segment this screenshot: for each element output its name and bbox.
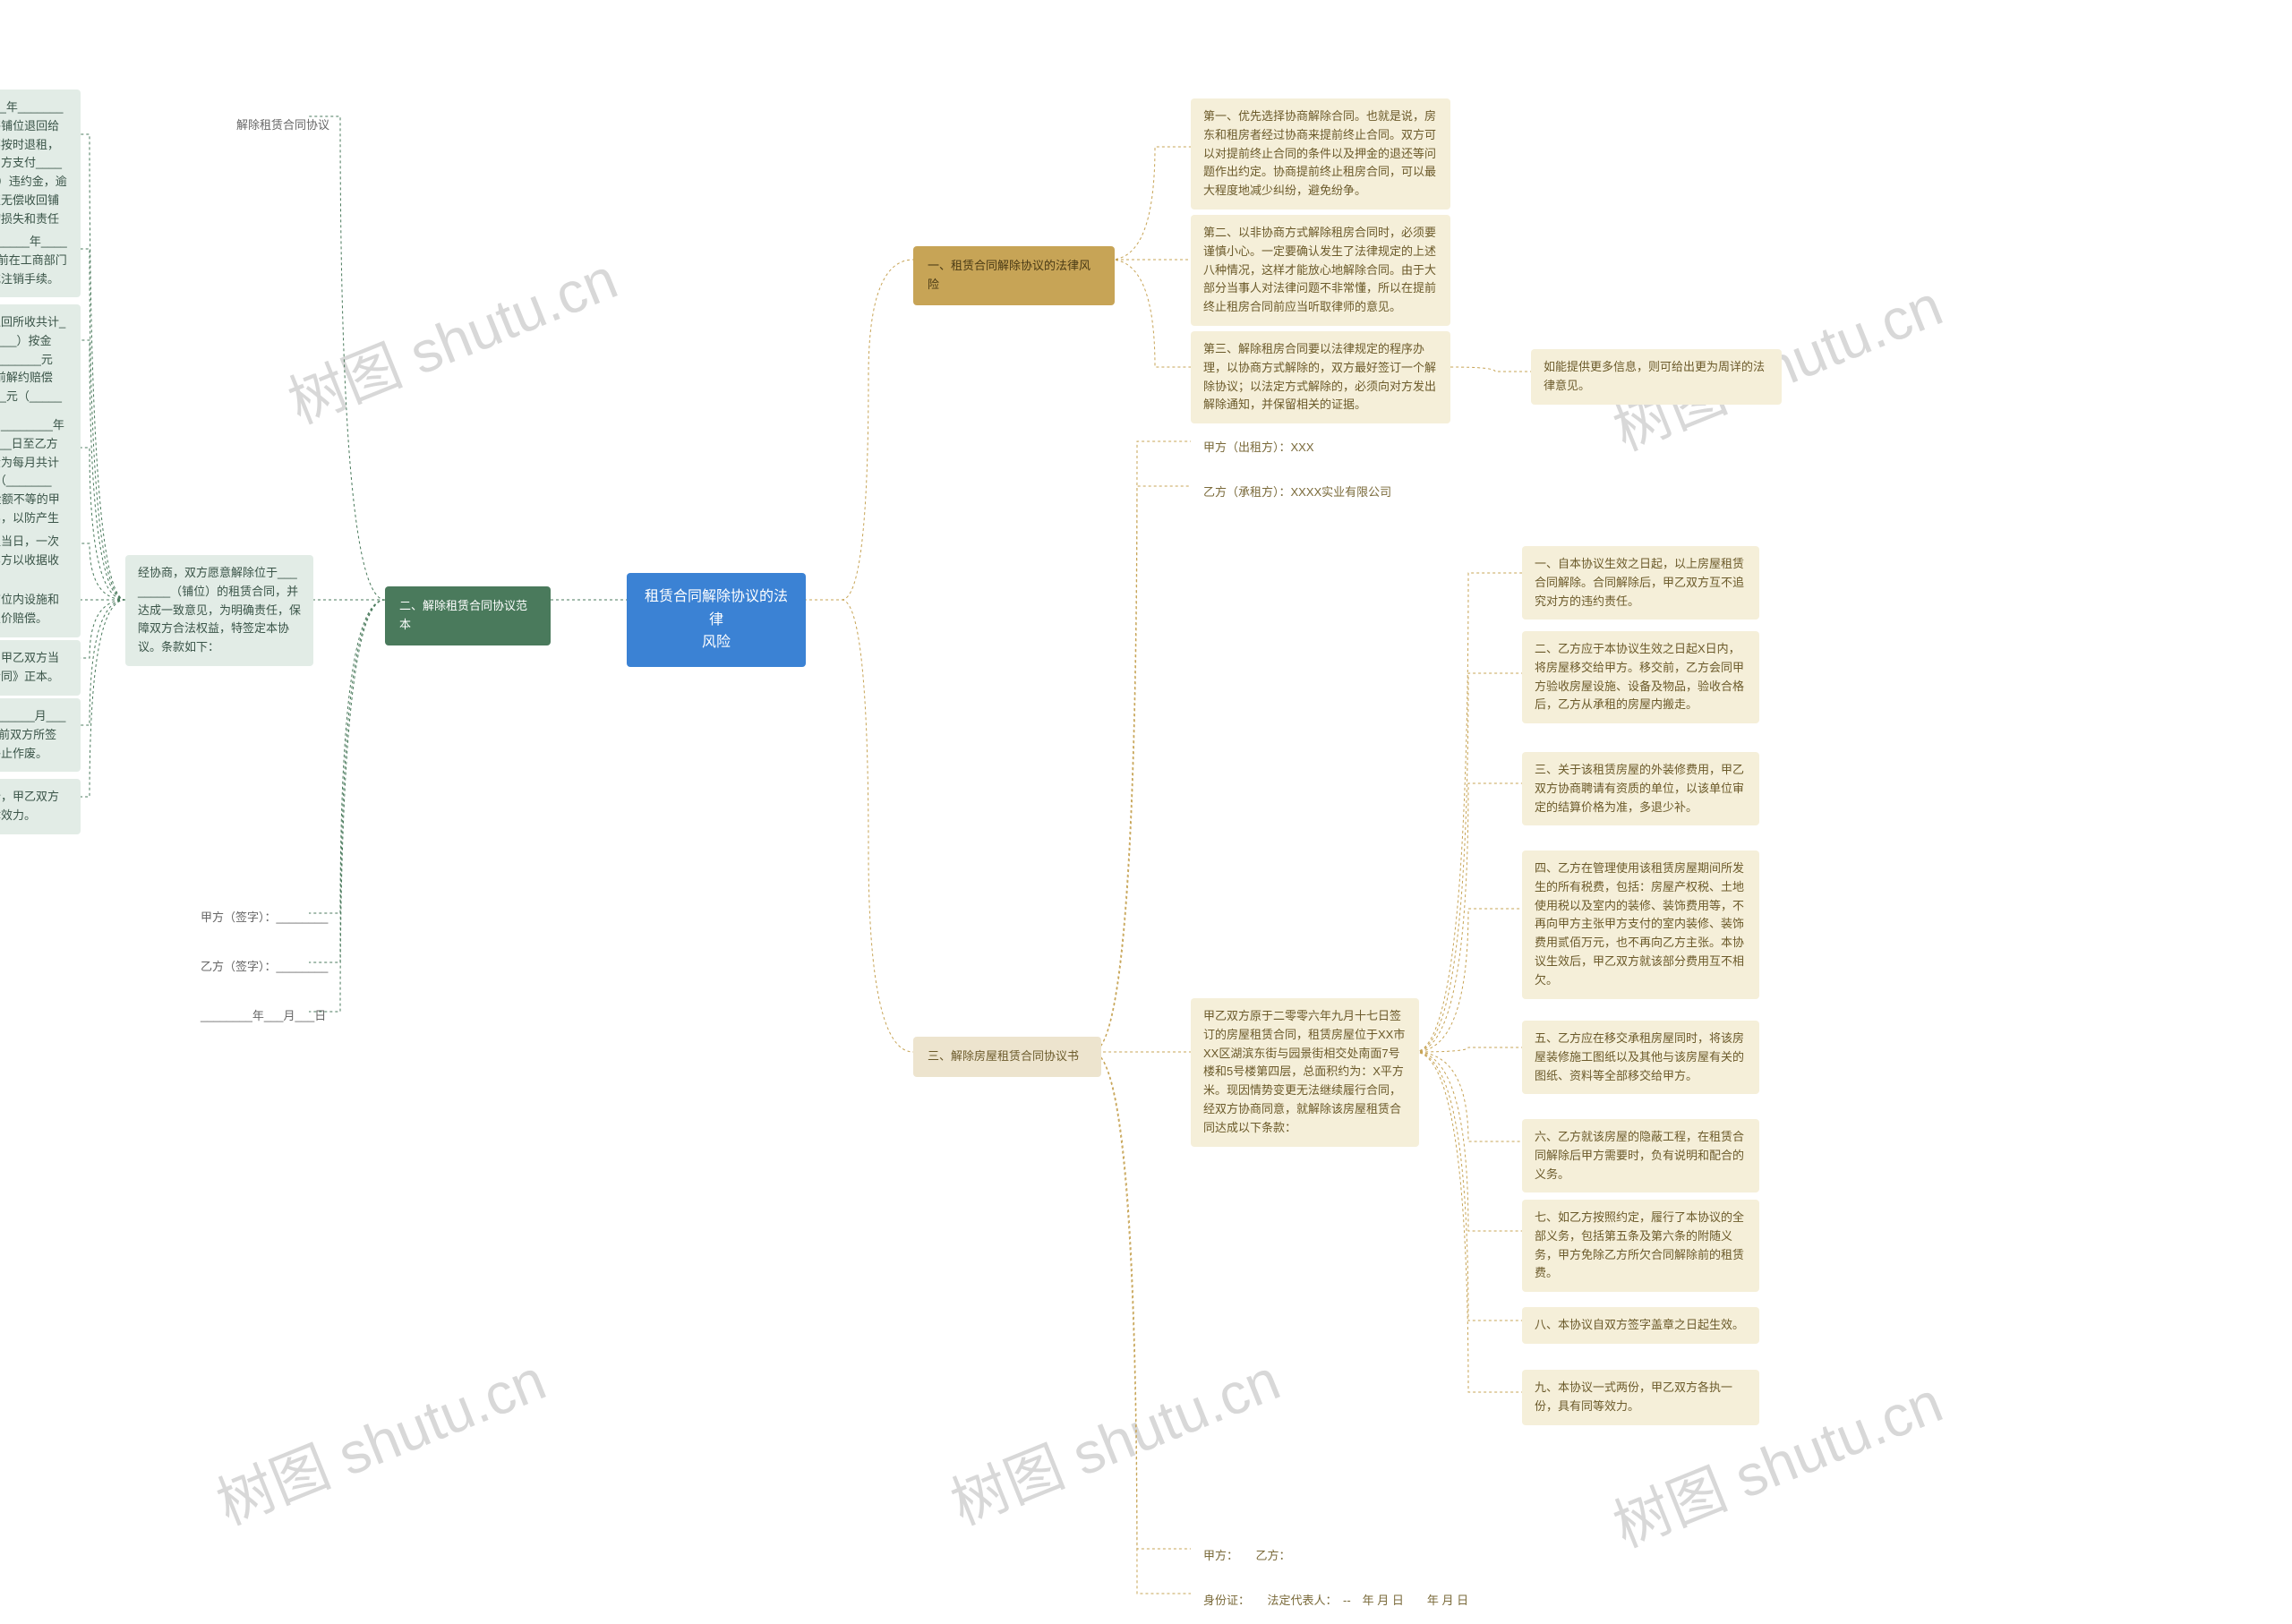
branch-3-clause: 九、本协议一式两份，甲乙双方各执一份，具有同等效力。 <box>1522 1370 1759 1425</box>
branch-1-item: 第二、以非协商方式解除租房合同时，必须要谨慎小心。一定要确认发生了法律规定的上述… <box>1191 215 1450 326</box>
branch-2-clause: 六、乙方不得损坏铺位内设施和装修，如有损坏，照价赔偿。 <box>0 582 81 637</box>
branch-2-clause: 七、乙方退租当日，甲乙双方当面销毁所签《租赁合同》正本。 <box>0 640 81 696</box>
branch-2-sig: ________年___月___日 <box>188 998 338 1035</box>
branch-2: 二、解除租赁合同协议范本 <box>385 586 551 645</box>
branch-3-clause: 五、乙方应在移交承租房屋同时，将该房屋装修施工图纸以及其他与该房屋有关的图纸、资… <box>1522 1021 1759 1094</box>
branch-3-sig: 身份证： 法定代表人： -- 年 月 日 年 月 日 <box>1191 1583 1481 1620</box>
branch-3-clause: 二、乙方应于本协议生效之日起X日内，将房屋移交给甲方。移交前，乙方会同甲方验收房… <box>1522 631 1759 723</box>
branch-1: 一、租赁合同解除协议的法律风险 <box>913 246 1115 305</box>
branch-2-sig: 乙方（签字）：________ <box>188 949 340 986</box>
branch-3-party: 乙方（承租方）：XXXX实业有限公司 <box>1191 474 1404 511</box>
watermark: 树图 shutu.cn <box>275 234 628 440</box>
branch-1-item: 第三、解除租房合同要以法律规定的程序办理，以协商方式解除的，双方最好签订一个解除… <box>1191 331 1450 423</box>
branch-3-party: 甲方（出租方）：XXX <box>1191 430 1327 466</box>
branch-2-clause: 九、本协议一式两份，甲乙双方各执一份，同具法律效力。 <box>0 779 81 834</box>
branch-3: 三、解除房屋租赁合同协议书 <box>913 1037 1101 1077</box>
branch-3-clause: 八、本协议自双方签字盖章之日起生效。 <box>1522 1307 1759 1344</box>
watermark: 树图 shutu.cn <box>937 1335 1290 1542</box>
watermark: 树图 shutu.cn <box>203 1335 556 1542</box>
branch-3-clause: 一、自本协议生效之日起，以上房屋租赁合同解除。合同解除后，甲乙双方互不追究对方的… <box>1522 546 1759 620</box>
branch-2-plain: 解除租赁合同协议 <box>224 107 367 144</box>
branch-1-tail: 如能提供更多信息，则可给出更为周详的法律意见。 <box>1531 349 1782 405</box>
branch-2-clause: 二、乙方必需于________年________月________日前在工商部门… <box>0 224 81 297</box>
branch-3-sig: 甲方： 乙方： <box>1191 1538 1304 1575</box>
branch-3-clause: 七、如乙方按照约定，履行了本协议的全部义务，包括第五条及第六条的附随义务，甲方免… <box>1522 1200 1759 1292</box>
branch-3-clause: 四、乙方在管理使用该租赁房屋期间所发生的所有税费，包括：房屋产权税、土地使用税以… <box>1522 850 1759 999</box>
branch-3-clause: 六、乙方就该房屋的隐蔽工程，在租赁合同解除后甲方需要时，负有说明和配合的义务。 <box>1522 1119 1759 1192</box>
branch-3-intro: 甲乙双方原于二零零六年九月十七日签订的房屋租赁合同，租赁房屋位于XX市XX区湖滨… <box>1191 998 1419 1147</box>
branch-2-intro: 经协商，双方愿意解除位于________（铺位）的租赁合同，并达成一致意见，为明… <box>125 555 313 666</box>
branch-1-item: 第一、优先选择协商解除合同。也就是说，房东和租房者经过协商来提前终止合同。双方可… <box>1191 98 1450 209</box>
mindmap-root: 租赁合同解除协议的法律 风险 <box>627 573 806 667</box>
branch-2-clause: 八、________年________月________日起，在此之前双方所签定… <box>0 698 81 772</box>
branch-2-sig: 甲方（签字）：________ <box>188 900 340 936</box>
branch-3-clause: 三、关于该租赁房屋的外装修费用，甲乙双方协商聘请有资质的单位，以该单位审定的结算… <box>1522 752 1759 825</box>
connectors <box>0 0 2292 1624</box>
